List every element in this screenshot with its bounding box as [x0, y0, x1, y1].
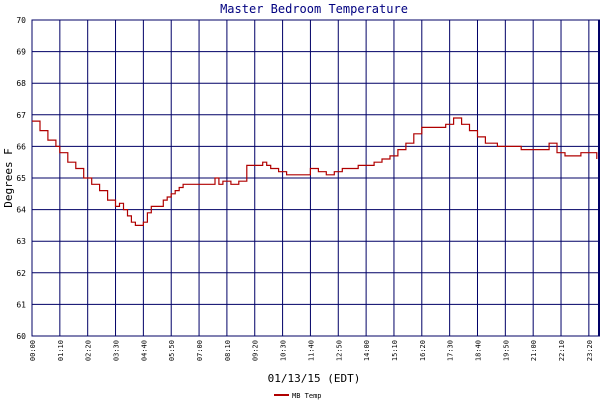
x-tick-label: 08:10 — [224, 340, 232, 361]
y-tick-label: 65 — [16, 174, 26, 183]
series-line-mb-temp — [32, 117, 598, 226]
x-tick-label: 15:10 — [391, 340, 399, 361]
x-tick-label: 22:10 — [558, 340, 566, 361]
y-tick-label: 67 — [16, 111, 26, 120]
y-tick-label: 66 — [16, 142, 26, 151]
x-tick-label: 21:00 — [530, 340, 538, 361]
y-tick-label: 61 — [16, 300, 26, 309]
x-tick-label: 19:50 — [502, 340, 510, 361]
x-tick-label: 17:30 — [447, 340, 455, 361]
x-tick-label: 04:40 — [140, 340, 148, 361]
legend-label: MB Temp — [292, 392, 322, 400]
y-tick-label: 68 — [16, 79, 26, 88]
y-tick-label: 69 — [16, 48, 26, 57]
grid — [31, 19, 600, 337]
x-tick-label: 00:00 — [29, 340, 37, 361]
x-axis-label: 01/13/15 (EDT) — [268, 372, 361, 385]
y-tick-label: 63 — [16, 237, 26, 246]
x-tick-label: 03:30 — [113, 340, 121, 361]
x-tick-label: 11:40 — [307, 340, 315, 361]
x-tick-label: 02:20 — [85, 340, 93, 361]
x-tick-label: 23:20 — [586, 340, 594, 361]
y-tick-label: 62 — [16, 269, 26, 278]
x-tick-label: 05:50 — [168, 340, 176, 361]
x-tick-label: 10:30 — [280, 340, 288, 361]
x-tick-label: 16:20 — [419, 340, 427, 361]
x-tick-labels: 00:00 01:10 02:20 03:30 04:40 05:50 07:00 08:10… — [29, 340, 594, 361]
x-tick-label: 14:00 — [363, 340, 371, 361]
y-tick-label: 70 — [16, 16, 26, 25]
x-tick-label: 18:40 — [474, 340, 482, 361]
x-tick-label: 07:00 — [196, 340, 204, 361]
x-tick-label: 01:10 — [57, 340, 65, 361]
y-axis-label: Degrees F — [2, 148, 15, 208]
y-tick-labels: 60 61 62 63 64 65 66 67 68 69 70 — [16, 16, 26, 341]
y-tick-label: 64 — [16, 206, 26, 215]
chart-title: Master Bedroom Temperature — [220, 2, 408, 16]
x-tick-label: 12:50 — [335, 340, 343, 361]
legend: MB Temp — [274, 392, 322, 400]
y-tick-label: 60 — [16, 332, 26, 341]
x-tick-label: 09:20 — [252, 340, 260, 361]
series-lines — [32, 117, 598, 226]
